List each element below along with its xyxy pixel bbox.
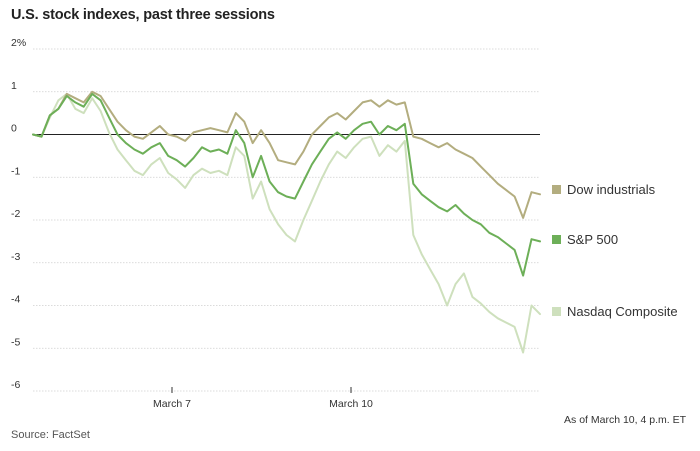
gridlines: [33, 48, 540, 392]
y-tick-label: -2: [11, 208, 20, 220]
x-axis-ticks: March 7 March 10: [153, 387, 373, 410]
source-label: Source: FactSet: [11, 429, 90, 441]
series-lines: [32, 90, 541, 354]
y-axis-ticks: 2% 1 0 -1 -2 -3 -4 -5 -6: [11, 37, 26, 391]
legend-label: Nasdaq Composite: [567, 304, 678, 319]
legend-swatch: [552, 185, 561, 194]
y-tick-label: -6: [11, 379, 20, 391]
legend-label: S&P 500: [567, 232, 618, 247]
x-tick-label: March 10: [329, 398, 373, 410]
y-tick-label: -1: [11, 165, 20, 177]
y-tick-label: -4: [11, 294, 20, 306]
y-tick-label: 0: [11, 123, 17, 135]
y-tick-label: -5: [11, 336, 20, 348]
chart-title: U.S. stock indexes, past three sessions: [11, 7, 275, 23]
y-tick-label: 1: [11, 80, 17, 92]
series-line-0: [32, 90, 541, 219]
timestamp-note: As of March 10, 4 p.m. ET: [564, 414, 687, 426]
y-tick-label: -3: [11, 251, 20, 263]
series-line-1: [32, 92, 541, 277]
series-line-2: [32, 92, 541, 354]
legend-label: Dow industrials: [567, 182, 656, 197]
y-tick-label: 2%: [11, 37, 26, 49]
x-tick-label: March 7: [153, 398, 191, 410]
legend-swatch: [552, 307, 561, 316]
legend: Dow industrials S&P 500 Nasdaq Composite: [552, 182, 678, 319]
legend-swatch: [552, 235, 561, 244]
